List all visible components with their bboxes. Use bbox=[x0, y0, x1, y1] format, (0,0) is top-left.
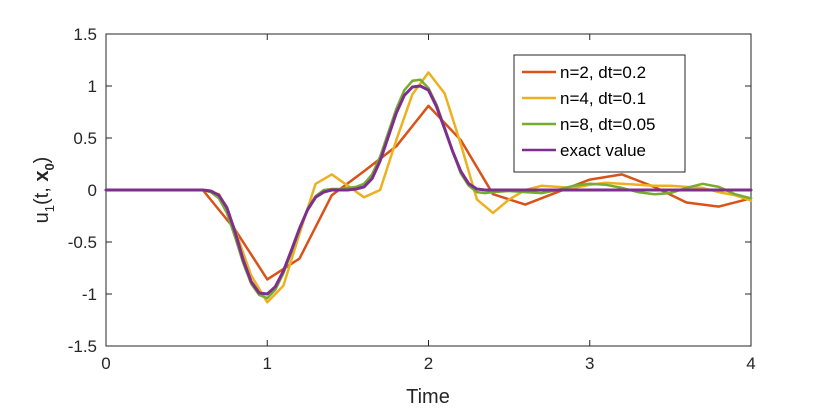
y-tick-label: -1 bbox=[82, 285, 97, 304]
series-group bbox=[104, 71, 753, 304]
y-tick-label: 1.5 bbox=[73, 25, 97, 44]
y-label-end: ) bbox=[31, 157, 53, 164]
x-tick-label: 2 bbox=[424, 354, 433, 373]
y-tick-label: 0.5 bbox=[73, 129, 97, 148]
y-axis: -1.5 -1 -0.5 0 0.5 1 1.5 bbox=[68, 25, 751, 356]
y-label-main: u bbox=[31, 212, 53, 223]
legend-label: exact value bbox=[560, 141, 646, 160]
x-tick-label: 3 bbox=[585, 354, 594, 373]
y-tick-label: 1 bbox=[88, 77, 97, 96]
series-line-3 bbox=[104, 78, 753, 300]
series-line-1 bbox=[104, 104, 753, 281]
y-label-mid: (t, bbox=[31, 182, 53, 205]
series-line-4 bbox=[104, 84, 753, 296]
legend-box bbox=[513, 54, 686, 173]
x-axis-label: Time bbox=[406, 386, 450, 408]
x-tick-label: 0 bbox=[101, 354, 110, 373]
y-axis-label: u1(t, x0) bbox=[31, 157, 57, 224]
legend: n=2, dt=0.2 n=4, dt=0.1 n=8, dt=0.05 exact … bbox=[513, 54, 686, 173]
y-tick-label: -0.5 bbox=[68, 233, 97, 252]
legend-label: n=4, dt=0.1 bbox=[560, 89, 646, 108]
legend-label: n=8, dt=0.05 bbox=[560, 115, 655, 134]
x-axis: 0 1 2 3 4 bbox=[101, 34, 756, 373]
y-tick-label: 0 bbox=[88, 181, 97, 200]
y-label-sub2: 0 bbox=[42, 163, 57, 170]
x-tick-label: 4 bbox=[746, 354, 755, 373]
y-label-bold: x bbox=[31, 171, 53, 182]
svg-text:u1(t, x0): u1(t, x0) bbox=[31, 157, 57, 224]
legend-label: n=2, dt=0.2 bbox=[560, 63, 646, 82]
y-tick-label: -1.5 bbox=[68, 337, 97, 356]
x-tick-label: 1 bbox=[263, 354, 272, 373]
y-label-sub1: 1 bbox=[42, 205, 57, 212]
